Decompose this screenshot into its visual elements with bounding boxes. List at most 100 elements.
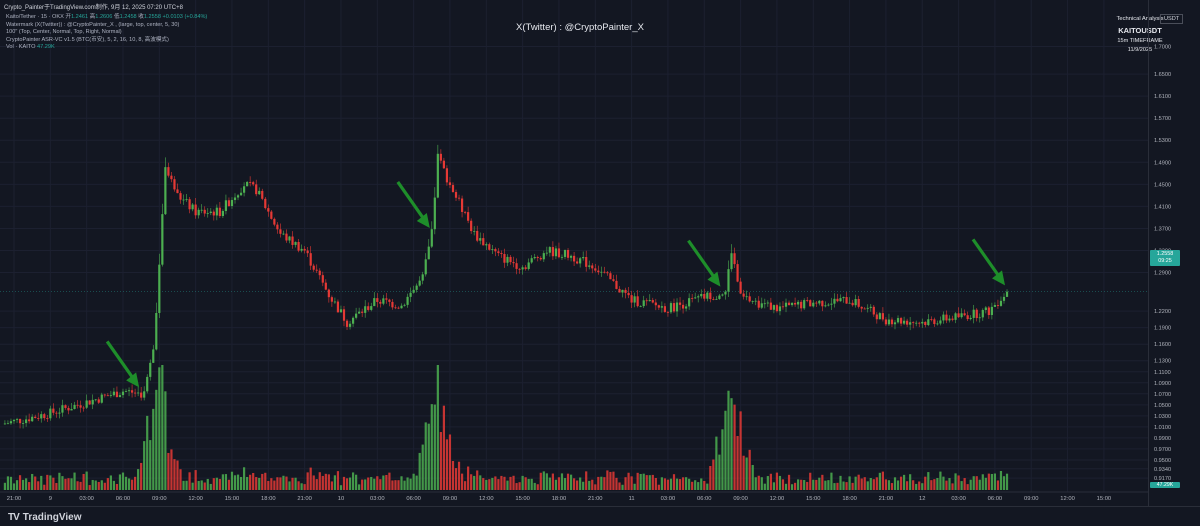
volume-bar <box>43 484 46 490</box>
volume-bar <box>488 479 491 490</box>
volume-bar <box>588 480 591 490</box>
volume-bar <box>921 483 924 490</box>
indicator-label-settings[interactable]: 100" (Top, Center, Normal, Top, Right, N… <box>6 29 122 36</box>
volume-bar <box>403 480 406 490</box>
volume-bar <box>79 481 82 490</box>
volume-bar <box>869 477 872 490</box>
volume-bar <box>772 482 776 490</box>
candle-body <box>448 182 452 186</box>
candle-body <box>91 399 94 405</box>
candle-body <box>391 301 394 308</box>
candle-body <box>924 321 927 326</box>
chart-canvas[interactable]: 1.7000 1.6500 1.6100 1.5700 1.5300 1.4900 1.45… <box>0 0 1200 506</box>
symbol-legend-row[interactable]: Kaito/Tether · 15 · OKX 开1.2461 高1.2606 … <box>6 14 207 22</box>
candle-body <box>406 296 409 305</box>
candle-body <box>969 317 972 320</box>
candle-body <box>909 322 912 325</box>
candle-body <box>367 306 370 310</box>
candle-body <box>936 323 939 325</box>
candle-body <box>379 301 382 304</box>
candle-body <box>433 197 436 230</box>
volume-bar <box>833 483 836 490</box>
indicator-asr-vc[interactable]: CryptoPainter ASR-VC v1.5 (BTC(币安), 5, 2… <box>6 36 169 43</box>
volume-bar <box>321 475 324 490</box>
candle-body <box>845 297 848 304</box>
candle-body <box>987 307 990 316</box>
volume-bar <box>651 474 654 490</box>
volume-bar <box>258 477 261 490</box>
candle-body <box>442 160 446 169</box>
candle-body <box>460 198 464 212</box>
tradingview-logo[interactable]: TV TradingView <box>8 512 82 523</box>
volume-bar <box>978 479 981 490</box>
candle-body <box>457 197 461 199</box>
volume-bar <box>996 480 1000 490</box>
volume-bar <box>88 485 91 490</box>
candle-body <box>633 296 636 303</box>
volume-bar <box>675 478 679 490</box>
trend-arrow[interactable] <box>687 239 721 287</box>
volume-bar <box>479 475 482 490</box>
candle-body <box>597 270 600 273</box>
volume-bar <box>666 479 670 490</box>
candle-body <box>972 309 975 318</box>
volume-bar <box>987 473 990 490</box>
price-scale-label: 1.1100 <box>1154 370 1171 376</box>
volume-bar <box>784 483 788 490</box>
price-scale[interactable] <box>1148 0 1200 506</box>
volume-bar <box>85 471 88 490</box>
volume-bar <box>824 480 827 490</box>
ohlc-open: 开1.2461 <box>65 14 89 20</box>
volume-bar <box>224 474 228 490</box>
candle-body <box>376 298 379 302</box>
candle-body <box>418 280 421 286</box>
candle-body <box>748 296 751 302</box>
time-axis-label: 18:00 <box>842 496 857 502</box>
candle-body <box>975 309 978 319</box>
candle-body <box>491 249 494 250</box>
time-axis-label: 11 <box>629 496 635 502</box>
candle-body <box>451 185 455 193</box>
trend-arrow[interactable] <box>971 238 1006 286</box>
candle-body <box>884 319 888 325</box>
volume-bar <box>230 471 234 490</box>
volume-bar <box>100 480 103 490</box>
tradingview-brand: TradingView <box>22 512 82 523</box>
volume-bar <box>969 479 972 490</box>
candle-body <box>560 256 564 258</box>
volume-bar <box>49 475 52 490</box>
candle-body <box>176 189 179 194</box>
candle-body <box>173 179 176 190</box>
volume-bar <box>97 481 100 490</box>
trend-arrow[interactable] <box>105 340 140 388</box>
volume-bar <box>227 479 231 490</box>
volume-bar <box>279 477 282 490</box>
trend-arrow[interactable] <box>396 181 430 228</box>
volume-bar <box>391 480 394 490</box>
candle-body <box>790 302 794 306</box>
volume-bar <box>339 485 343 490</box>
currency-button[interactable]: USDT <box>1160 14 1184 24</box>
candle-body <box>333 301 337 303</box>
candle-body <box>309 253 312 266</box>
volume-legend-row[interactable]: Vol · KAITO 47.29K <box>6 44 207 52</box>
candle-body <box>388 299 391 302</box>
volume-bar <box>503 476 506 490</box>
candle-body <box>279 229 282 234</box>
price-scale-label: 1.0500 <box>1154 403 1171 409</box>
candle-body <box>342 309 346 321</box>
candle-body <box>264 198 267 209</box>
volume-bar <box>112 480 116 490</box>
volume-bar <box>509 476 512 490</box>
price-scale-label: 1.1900 <box>1154 326 1171 332</box>
chart-legend: Kaito/Tether · 15 · OKX 开1.2461 高1.2606 … <box>6 14 207 52</box>
candle-body <box>896 318 900 323</box>
candle-body <box>742 293 745 297</box>
price-scale-label: 1.4900 <box>1154 160 1171 166</box>
time-axis-label: 06:00 <box>697 496 712 502</box>
price-scale-label: 1.4100 <box>1154 204 1171 210</box>
indicator-watermark[interactable]: Watermark (X(Twitter)) : @CryptoPainter_… <box>6 21 180 28</box>
candle-body <box>412 289 415 293</box>
volume-bar <box>273 480 276 490</box>
candle-body <box>757 300 760 308</box>
